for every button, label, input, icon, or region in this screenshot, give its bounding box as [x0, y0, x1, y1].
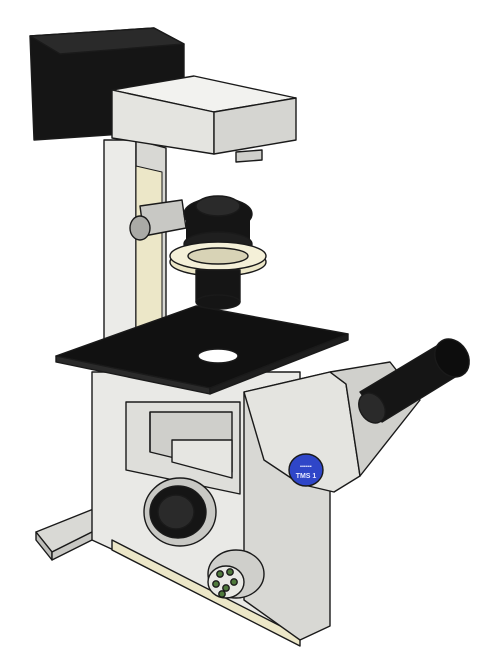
focus-knob — [207, 549, 265, 599]
stage — [55, 305, 349, 395]
brand-badge — [288, 453, 324, 487]
illumination-pillar — [103, 139, 167, 347]
brand-badge-model: TMS 1 — [296, 473, 317, 480]
eyepiece — [358, 338, 470, 424]
condenser — [169, 195, 267, 310]
field-port — [143, 477, 217, 547]
condenser-head — [111, 75, 297, 163]
brand-badge-line1: ▪▪▪▪▪▪ — [300, 464, 312, 470]
